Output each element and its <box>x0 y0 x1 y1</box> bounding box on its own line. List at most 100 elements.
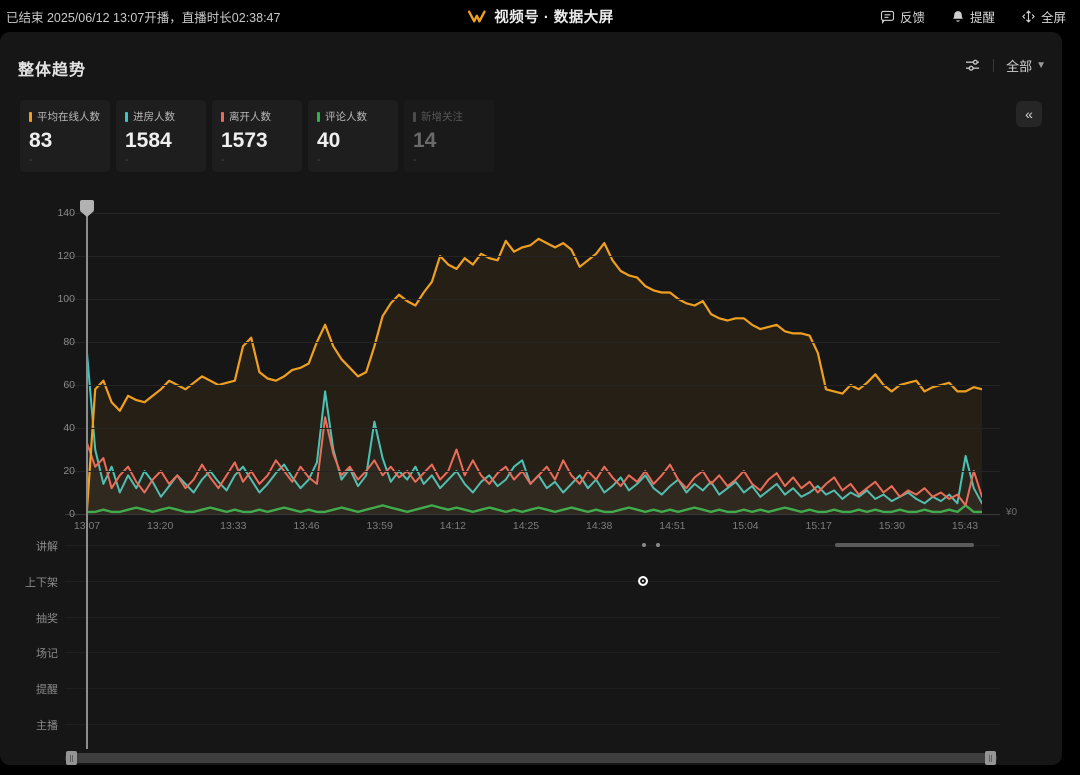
topbar-button-label: 提醒 <box>969 10 995 25</box>
playhead-handle[interactable] <box>80 200 94 217</box>
topbar: 已结束 2025/06/12 13:07开播，直播时长02:38:47 视频号 … <box>0 0 1080 32</box>
stat-cards: 平均在线人数 83 - 进房人数 1584 - 离开人数 1573 - 评论人数 40 - 新增关注 14… <box>20 100 494 172</box>
stat-card-value: 83 <box>29 129 53 152</box>
grid-line <box>65 299 1000 300</box>
series-line-0 <box>87 237 982 511</box>
stat-card-1[interactable]: 平均在线人数 83 - <box>20 100 110 172</box>
stat-card-value: 1573 <box>221 129 268 152</box>
event-row-line <box>65 580 1000 582</box>
x-axis-label: 15:17 <box>805 520 832 532</box>
event-row-label: 抽奖 <box>36 612 58 625</box>
main-panel: 整体趋势 全部 ▼ 平均在线人数 83- 进房人数 1584- 离开人数 1573- 评论人… <box>0 32 1062 765</box>
stat-card-sub: - <box>317 155 321 166</box>
caret-down-icon: ▼ <box>1036 60 1046 71</box>
grip-icon <box>989 754 992 762</box>
fullscreen-icon <box>1021 9 1036 24</box>
x-axis-label: 14:51 <box>659 520 686 532</box>
series-color-marker <box>221 111 224 122</box>
app-logo: 视频号 · 数据大屏 <box>466 0 613 32</box>
chart-settings-button[interactable] <box>964 57 981 74</box>
x-axis-label: 13:59 <box>366 520 393 532</box>
y-axis-label: 120 <box>57 250 75 262</box>
stat-card-sub: - <box>125 155 129 166</box>
reminder-button[interactable]: 提醒 <box>951 7 995 26</box>
header-controls: 全部 ▼ <box>964 56 1046 75</box>
timeline-scrollbar[interactable] <box>65 753 997 763</box>
event-row-label: 提醒 <box>36 684 58 697</box>
series-area-0 <box>87 238 982 514</box>
divider <box>993 59 995 72</box>
series-area-1 <box>87 352 982 514</box>
grid-line <box>65 256 1000 257</box>
topbar-button-label: 全屏 <box>1040 10 1066 25</box>
series-line-3 <box>87 504 982 514</box>
event-circle-marker[interactable] <box>637 575 648 586</box>
y-axis-label: 60 <box>63 379 75 391</box>
grid-line <box>65 213 1000 214</box>
grid-line <box>65 514 1000 515</box>
event-row-label: 讲解 <box>36 541 58 553</box>
x-axis-label: 13:46 <box>293 520 320 532</box>
event-dot-marker[interactable] <box>641 543 646 547</box>
collapse-cards-button[interactable]: « <box>1016 101 1042 127</box>
x-axis-label: 14:38 <box>586 520 613 532</box>
scrollbar-handle-right[interactable] <box>985 751 996 765</box>
bell-icon <box>951 9 965 24</box>
event-row-line <box>65 545 1000 546</box>
y-axis-label: 40 <box>63 422 75 434</box>
app-title: 视频号 · 数据大屏 <box>494 9 614 26</box>
topbar-button-label: 反馈 <box>899 10 925 25</box>
series-line-2 <box>87 416 982 507</box>
explain-segment-bar[interactable] <box>835 543 974 547</box>
stat-card-label: 离开人数 <box>229 111 271 123</box>
trend-chart-canvas[interactable] <box>87 213 982 514</box>
y-axis-label: 20 <box>63 465 75 477</box>
x-axis-label: 13:20 <box>147 520 174 532</box>
event-row-label: 场记 <box>36 648 58 661</box>
y-axis-label: 100 <box>57 293 75 305</box>
feedback-button[interactable]: 反馈 <box>880 7 925 26</box>
stat-card-2[interactable]: 进房人数 1584 - <box>116 100 206 172</box>
feedback-icon <box>880 9 895 24</box>
stat-card-sub: - <box>221 155 225 166</box>
stat-card-4[interactable]: 评论人数 40 - <box>308 100 398 172</box>
grid-line <box>65 428 1000 429</box>
event-row-line <box>65 616 1000 618</box>
x-axis-label: 14:25 <box>512 520 540 532</box>
right-axis-zero-label: ¥0 <box>1006 507 1018 518</box>
x-axis-label: 15:04 <box>732 520 759 532</box>
channels-logo-icon <box>466 8 487 25</box>
scrollbar-handle-left[interactable] <box>66 751 77 765</box>
fullscreen-button[interactable]: 全屏 <box>1021 7 1066 26</box>
series-color-marker <box>317 111 320 122</box>
live-status-text: 已结束 2025/06/12 13:07开播，直播时长02:38:47 <box>6 10 281 25</box>
grip-icon <box>70 754 73 762</box>
series-color-marker <box>413 111 416 122</box>
grid-line <box>65 342 1000 343</box>
stat-card-5[interactable]: 新增关注 14 - <box>404 100 494 172</box>
stat-card-3[interactable]: 离开人数 1573 - <box>212 100 302 172</box>
y-axis-label: 0 <box>69 508 75 520</box>
stat-card-label: 评论人数 <box>325 111 367 123</box>
stat-card-value: 40 <box>317 129 341 152</box>
filter-dropdown[interactable]: 全部 ▼ <box>1006 56 1046 75</box>
topbar-actions: 反馈 提醒 全屏 <box>880 7 1066 26</box>
x-axis-label: 15:30 <box>878 520 906 532</box>
y-axis-label: 140 <box>57 207 75 219</box>
event-row-line <box>65 652 1000 654</box>
trend-chart[interactable]: ¥0 02040608010012014013:0713:2013:3313:4… <box>0 32 1062 765</box>
x-axis-label: 14:12 <box>439 520 467 532</box>
event-row-label: 主播 <box>36 720 58 732</box>
stat-card-sub: - <box>29 155 33 166</box>
stat-card-label: 进房人数 <box>133 111 175 123</box>
event-row-line <box>65 724 1000 725</box>
section-title: 整体趋势 <box>18 62 87 79</box>
filter-dropdown-label: 全部 <box>1006 59 1033 74</box>
stat-card-value: 14 <box>413 129 437 152</box>
playhead-line <box>86 212 88 749</box>
stat-card-value: 1584 <box>125 129 172 152</box>
stat-card-label: 新增关注 <box>421 111 463 123</box>
grid-line <box>65 385 1000 386</box>
event-dot-marker[interactable] <box>656 543 660 547</box>
x-axis-label: 13:33 <box>220 520 247 532</box>
